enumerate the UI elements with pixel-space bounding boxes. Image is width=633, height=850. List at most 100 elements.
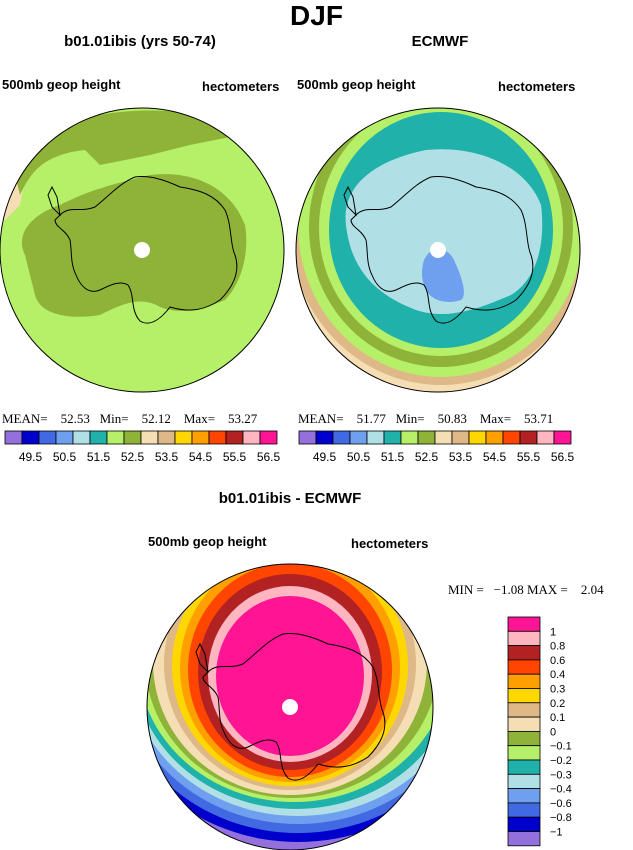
panel-2-colorbar-tick-label: 50.5 [347, 450, 371, 464]
panel-3-colorbar-swatch [507, 816, 541, 832]
panel-3-colorbar-tick-label: 0.4 [550, 669, 565, 681]
panel-1-colorbar: 49.5 50.5 51.5 52.5 53.5 54.5 55.5 56.5 [4, 430, 281, 464]
panel-1-colorbar-swatch [191, 430, 210, 445]
panel-2-colorbar-tick-label: 55.5 [517, 450, 541, 464]
panel-1-colorbar-swatch [208, 430, 227, 445]
panel-3-title: b01.01ibis - ECMWF [218, 490, 362, 507]
panel-2-mean-value: 51.77 [356, 411, 386, 426]
panel-3-colorbar-swatch [507, 759, 541, 775]
panel-1-colorbar-tick-label: 52.5 [121, 450, 145, 464]
panel-2-colorbar-swatch [366, 430, 385, 445]
panel-1-colorbar-swatch [123, 430, 142, 445]
panel-2-colorbar-swatch [536, 430, 555, 445]
panel-3-variable-label: 500mb geop height [148, 534, 267, 549]
panel-2-colorbar-tick-label: 56.5 [551, 450, 575, 464]
panel-3-units-label: hectometers [351, 536, 429, 551]
panel-3-colorbar-tick-label: −0.2 [550, 755, 572, 767]
panel-3-colorbar-swatch [507, 645, 541, 661]
panel-2-colorbar-swatch [332, 430, 351, 445]
panel-2-colorbar-swatch [485, 430, 504, 445]
panel-2-map [295, 107, 581, 393]
panel-2-colorbar-swatch [349, 430, 368, 445]
panel-2-colorbar-tick-label: 51.5 [381, 450, 405, 464]
panel-1-title: b01.01ibis (yrs 50-74) [64, 33, 216, 50]
panel-1-coastline [54, 176, 238, 324]
panel-3-colorbar-swatch [507, 773, 541, 790]
panel-2-colorbar-swatch [451, 430, 470, 445]
panel-2-colorbar: 49.5 50.5 51.5 52.5 53.5 54.5 55.5 56.5 [298, 430, 575, 464]
panel-1-colorbar-tick-label: 51.5 [87, 450, 111, 464]
panel-1-colorbar-swatch [21, 430, 40, 445]
panel-1-colorbar-swatch [140, 430, 159, 445]
panel-2-colorbar-tick-label: 53.5 [449, 450, 473, 464]
panel-1-colorbar-swatch [72, 430, 91, 445]
panel-1-variable-label: 500mb geop height [2, 77, 121, 92]
panel-3-colorbar-tick-label: −1 [550, 827, 563, 839]
panel-3-colorbar-tick-label: −0.1 [550, 741, 572, 753]
panel-2-title: ECMWF [411, 33, 469, 50]
panel-1-colorbar-tick-label: 55.5 [223, 450, 247, 464]
panel-3-colorbar-tick-label: −0.8 [550, 812, 572, 824]
panel-1-pole-marker [134, 242, 150, 258]
panel-3-colorbar-tick-label: 0.8 [550, 641, 565, 653]
panel-2-variable-label: 500mb geop height [297, 77, 416, 92]
panel-2-colorbar-swatch [434, 430, 453, 445]
panel-1-colorbar-tick-label: 56.5 [257, 450, 281, 464]
panel-1-colorbar-swatch [55, 430, 74, 445]
panel-3-colorbar-swatch [507, 688, 541, 704]
panel-3-stats: MIN = −1.08 MAX = 2.04 [448, 582, 604, 597]
panel-1-max-value: 53.27 [228, 411, 258, 426]
panel-1-colorbar-swatch [174, 430, 193, 445]
panel-2-coastline [350, 176, 534, 324]
panel-1-colorbar-tick-label: 54.5 [189, 450, 213, 464]
panel-1-colorbar-swatch [106, 430, 125, 445]
panel-1-colorbar-tick-label: 50.5 [53, 450, 77, 464]
panel-3-colorbar-tick-label: −0.3 [550, 769, 572, 781]
panel-3-colorbar-swatch [507, 745, 541, 761]
panel-3-colorbar-swatch [507, 731, 541, 747]
panel-3-colorbar-tick-label: 0 [550, 726, 556, 738]
panel-3-colorbar-swatch [507, 659, 541, 675]
panel-3-colorbar-swatch [507, 831, 541, 847]
panel-3-coastline [202, 633, 386, 781]
panel-3-colorbar-tick-label: 0.2 [550, 698, 565, 710]
panel-2-colorbar-swatch [519, 430, 538, 445]
panel-1-colorbar-tick-label: 53.5 [155, 450, 179, 464]
panel-2-min-value: 50.83 [437, 411, 467, 426]
panel-1-colorbar-swatch [38, 430, 57, 445]
panel-3-colorbar-tick-label: −0.4 [550, 784, 572, 796]
panel-1-peninsula [47, 185, 61, 217]
panel-3-field-core [216, 596, 364, 756]
panel-3-pole-marker [282, 699, 298, 715]
panel-1-min-value: 52.12 [141, 411, 171, 426]
panel-2-max-value: 53.71 [524, 411, 554, 426]
panel-3-colorbar-swatch [507, 702, 541, 718]
panel-2-colorbar-swatch [298, 430, 317, 445]
panel-3-map [146, 563, 434, 850]
panel-1-units-label: hectometers [202, 79, 280, 94]
panel-1-mean-value: 52.53 [60, 411, 90, 426]
panel-2-stats: MEAN= 51.77 Min= 50.83 Max= 53.71 [298, 411, 554, 426]
panel-3-colorbar-swatch [507, 673, 541, 689]
panel-2-colorbar-swatch [502, 430, 521, 445]
panel-2-colorbar-tick-label: 54.5 [483, 450, 507, 464]
panel-2-colorbar-tick-label: 52.5 [415, 450, 439, 464]
panel-1-colorbar-swatch [157, 430, 176, 445]
panel-1-colorbar-swatch [242, 430, 261, 445]
panel-1-map [0, 107, 285, 393]
panel-2-units-label: hectometers [498, 79, 576, 94]
panel-3-colorbar-tick-label: 0.6 [550, 655, 565, 667]
panel-1-colorbar-tick-label: 49.5 [19, 450, 43, 464]
panel-2-colorbar-tick-label: 49.5 [313, 450, 337, 464]
panel-2-colorbar-swatch [553, 430, 572, 445]
panel-2-peninsula [343, 185, 357, 217]
panel-1-colorbar-swatch [225, 430, 244, 445]
panel-3-colorbar: 1 0.8 0.6 0.4 0.3 0.2 0.1 0 −0.1 −0.2 −0.3 −0.4 −0.6… [507, 616, 572, 847]
panel-3-min-value: −1.08 [493, 582, 524, 597]
panel-3-max-value: 2.04 [580, 582, 604, 597]
panel-1-colorbar-swatch [4, 430, 23, 445]
panel-1-stats: MEAN= 52.53 Min= 52.12 Max= 53.27 [2, 411, 258, 426]
panel-3-colorbar-swatch [507, 802, 541, 818]
panel-3-colorbar-swatch [507, 716, 541, 732]
panel-1-colorbar-swatch [259, 430, 278, 445]
